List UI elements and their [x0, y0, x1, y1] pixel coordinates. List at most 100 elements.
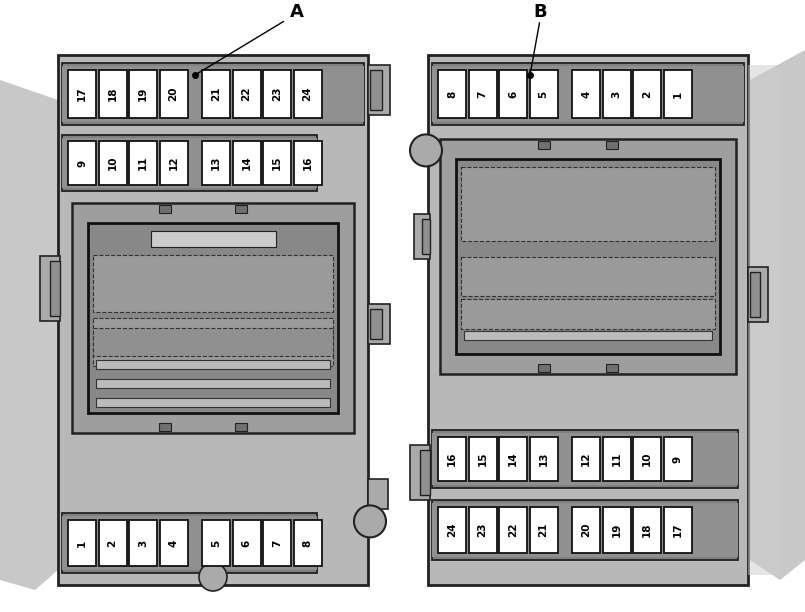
Text: 1: 1: [77, 539, 87, 547]
Text: 10: 10: [642, 452, 652, 466]
Bar: [530, 437, 558, 481]
Text: 19: 19: [138, 87, 148, 101]
Bar: [750, 272, 760, 317]
Text: 8: 8: [303, 539, 312, 547]
Text: 4: 4: [168, 539, 179, 547]
Text: 2: 2: [108, 539, 118, 547]
Polygon shape: [750, 50, 805, 580]
Text: 9: 9: [672, 455, 683, 463]
Text: 11: 11: [138, 155, 148, 170]
Text: 11: 11: [612, 452, 621, 466]
Text: 15: 15: [272, 155, 282, 170]
Text: 20: 20: [581, 523, 591, 537]
Text: 18: 18: [642, 523, 652, 537]
Bar: [62, 138, 317, 188]
Text: 5: 5: [539, 91, 548, 98]
Bar: [572, 507, 600, 553]
Circle shape: [199, 563, 227, 591]
Text: 4: 4: [581, 91, 591, 98]
Bar: [40, 256, 60, 321]
Text: 21: 21: [211, 87, 221, 101]
Bar: [602, 70, 630, 118]
Text: 6: 6: [242, 539, 251, 547]
Bar: [368, 65, 390, 115]
Bar: [438, 437, 466, 481]
Bar: [469, 507, 497, 553]
Bar: [432, 500, 738, 560]
Bar: [62, 516, 317, 570]
Bar: [368, 304, 390, 344]
Bar: [62, 135, 317, 191]
Bar: [461, 299, 715, 329]
Bar: [633, 437, 661, 481]
Bar: [129, 70, 157, 118]
Text: 3: 3: [612, 91, 621, 98]
Bar: [98, 70, 126, 118]
Bar: [464, 330, 712, 340]
Text: 15: 15: [477, 452, 488, 466]
Text: 18: 18: [108, 87, 118, 101]
Bar: [235, 423, 247, 431]
Bar: [263, 141, 291, 185]
Text: 23: 23: [272, 87, 282, 101]
Bar: [62, 63, 364, 125]
Bar: [368, 479, 388, 509]
Bar: [68, 520, 96, 566]
Bar: [233, 520, 261, 566]
Bar: [530, 70, 558, 118]
Text: 14: 14: [508, 452, 518, 466]
Bar: [602, 507, 630, 553]
Text: 7: 7: [477, 91, 488, 98]
Text: 7: 7: [272, 539, 282, 547]
Bar: [464, 307, 712, 316]
Text: 21: 21: [539, 523, 548, 537]
Bar: [456, 159, 720, 354]
Text: 1: 1: [672, 91, 683, 98]
Text: 20: 20: [168, 87, 179, 101]
Bar: [202, 70, 230, 118]
Bar: [88, 223, 338, 413]
Bar: [159, 70, 188, 118]
Text: 16: 16: [303, 155, 312, 170]
Bar: [159, 423, 171, 431]
Bar: [605, 141, 617, 149]
Text: 23: 23: [477, 523, 488, 537]
Bar: [572, 437, 600, 481]
Bar: [438, 507, 466, 553]
Bar: [93, 318, 333, 365]
Bar: [499, 437, 527, 481]
Bar: [428, 55, 748, 585]
Text: 5: 5: [211, 539, 221, 547]
Bar: [572, 70, 600, 118]
Bar: [605, 364, 617, 372]
Text: 13: 13: [211, 155, 221, 170]
Bar: [410, 445, 430, 500]
Bar: [440, 139, 736, 374]
Bar: [62, 513, 317, 573]
Text: 24: 24: [447, 523, 457, 537]
Bar: [294, 520, 321, 566]
Bar: [98, 520, 126, 566]
Bar: [420, 450, 430, 495]
Bar: [93, 327, 333, 356]
Bar: [663, 437, 691, 481]
Text: 9: 9: [77, 160, 87, 166]
Bar: [469, 437, 497, 481]
Bar: [499, 507, 527, 553]
Bar: [432, 433, 738, 485]
Bar: [263, 70, 291, 118]
Bar: [464, 280, 712, 289]
Bar: [202, 141, 230, 185]
Bar: [461, 256, 715, 296]
Text: A: A: [290, 3, 303, 21]
Bar: [159, 141, 188, 185]
Bar: [432, 66, 744, 122]
Text: 8: 8: [447, 91, 457, 98]
Bar: [432, 503, 738, 557]
Bar: [68, 70, 96, 118]
Text: 22: 22: [508, 523, 518, 537]
Bar: [538, 364, 550, 372]
Bar: [633, 70, 661, 118]
Bar: [294, 70, 321, 118]
Bar: [633, 507, 661, 553]
